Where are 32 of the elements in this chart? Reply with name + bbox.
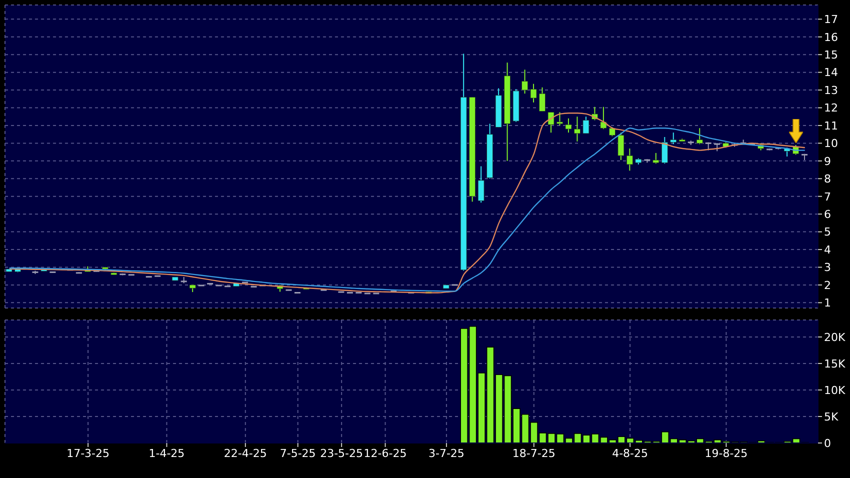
x-tick-label: 23-5-25: [320, 446, 364, 460]
x-tick-label: 22-4-25: [224, 446, 267, 460]
x-tick-label: 3-7-25: [428, 446, 464, 460]
x-tick-label: 17-3-25: [66, 446, 110, 460]
x-tick-label: 12-6-25: [364, 446, 407, 460]
y-tick-label: 4: [824, 243, 831, 256]
y-tick-label: 6: [824, 208, 831, 221]
y-tick-label: 5K: [824, 410, 839, 424]
y-tick-label: 7: [824, 190, 831, 204]
y-tick-label: 13: [824, 84, 838, 97]
y-tick-label: 8: [824, 172, 831, 186]
y-tick-label: 12: [824, 102, 838, 115]
y-tick-label: 17: [824, 13, 838, 26]
y-tick-label: 9: [824, 154, 831, 168]
y-tick-label: 3: [824, 261, 831, 274]
y-tick-label: 10: [824, 137, 838, 150]
y-tick-label: 16: [824, 30, 838, 44]
x-tick-label: 18-7-25: [512, 446, 556, 460]
y-tick-label: 14: [824, 66, 838, 80]
y-tick-label: 1: [824, 296, 831, 310]
y-tick-label: 0: [824, 436, 831, 450]
y-tick-label: 11: [824, 119, 838, 132]
y-tick-label: 15K: [824, 357, 846, 370]
x-tick-label: 1-4-25: [148, 446, 185, 460]
y-tick-label: 2: [824, 278, 831, 292]
y-tick-label: 5: [824, 226, 831, 239]
y-tick-label: 10K: [824, 384, 846, 397]
x-tick-label: 19-8-25: [704, 446, 748, 460]
y-tick-label: 20K: [824, 330, 846, 344]
y-tick-label: 15: [824, 48, 838, 62]
x-tick-label: 4-8-25: [612, 446, 648, 460]
x-tick-label: 7-5-25: [280, 446, 316, 460]
